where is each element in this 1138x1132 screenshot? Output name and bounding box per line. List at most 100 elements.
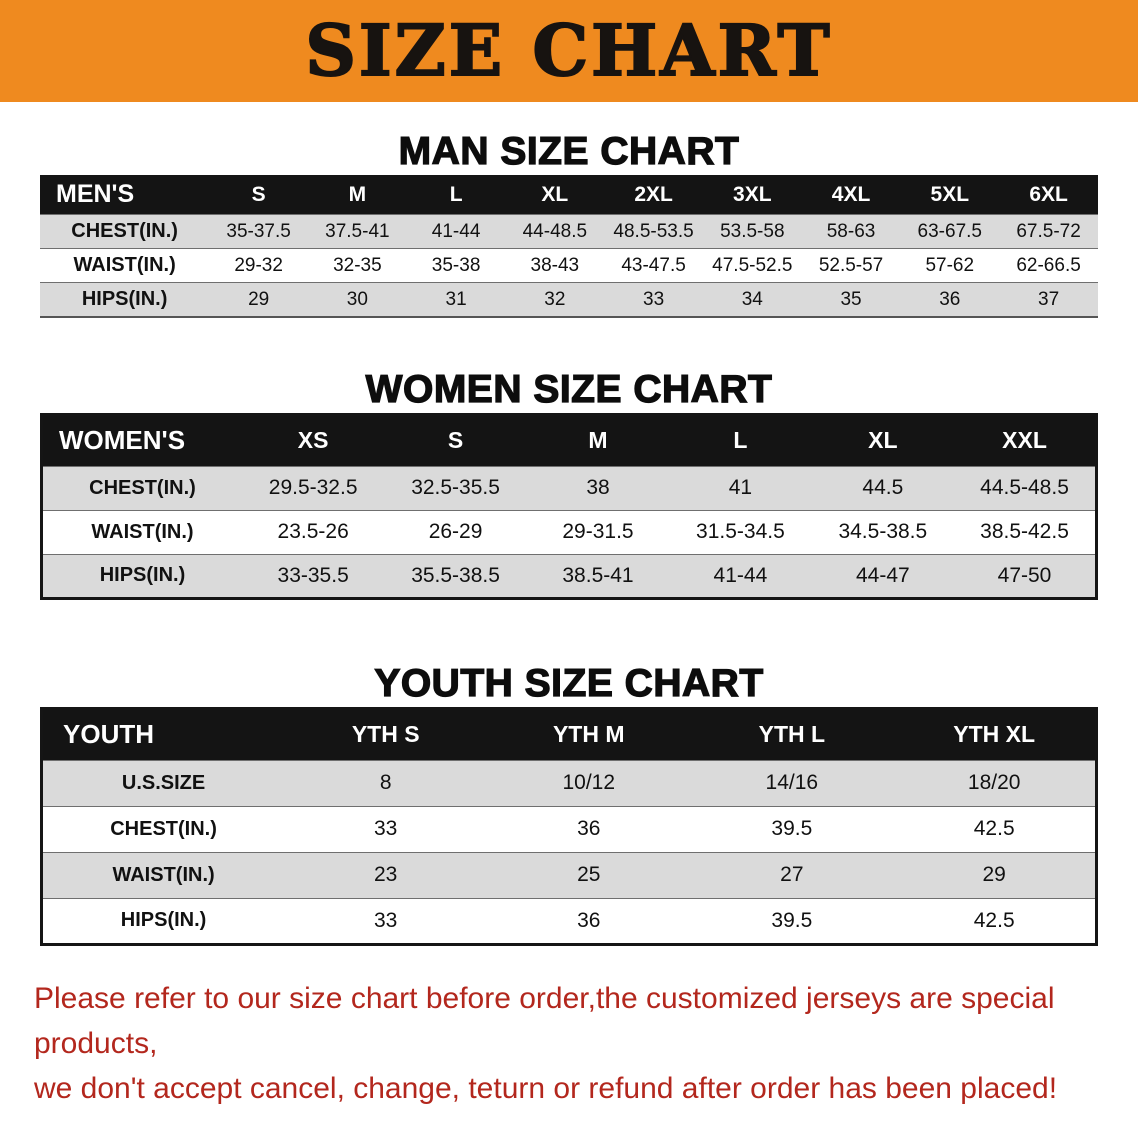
size-value-cell: 35-38 [406, 248, 506, 283]
size-value-cell: 29-32 [209, 248, 308, 283]
size-value-cell: 34 [702, 282, 802, 317]
size-value-cell: 57-62 [900, 248, 1000, 283]
table-row: HIPS(IN.) 33 36 39.5 42.5 [41, 897, 1097, 945]
banner: SIZE CHART [0, 0, 1138, 102]
size-value-cell: 27 [690, 851, 894, 899]
size-column-header: XL [811, 414, 955, 467]
table-row: HIPS(IN.) 29 30 31 32 33 34 35 36 37 [40, 282, 1098, 317]
size-column-header: 5XL [900, 174, 1000, 215]
size-value-cell: 36 [487, 805, 691, 853]
size-column-header: M [526, 414, 670, 467]
table-row: WAIST(IN.) 23 25 27 29 [41, 851, 1097, 899]
size-column-header: 2XL [604, 174, 703, 215]
row-label: WAIST(IN.) [41, 851, 285, 899]
table-title-cell: YOUTH [41, 708, 285, 761]
size-value-cell: 38-43 [505, 248, 605, 283]
size-value-cell: 42.5 [893, 897, 1097, 945]
size-value-cell: 42.5 [893, 805, 1097, 853]
size-value-cell: 33 [284, 897, 488, 945]
size-column-header: 6XL [999, 174, 1098, 215]
size-value-cell: 41 [669, 465, 812, 511]
size-value-cell: 44.5 [811, 465, 955, 511]
table-header-row: MEN'S S M L XL 2XL 3XL 4XL 5XL 6XL [40, 174, 1098, 215]
size-value-cell: 41-44 [669, 553, 812, 599]
table-row: CHEST(IN.) 29.5-32.5 32.5-35.5 38 41 44.5 44.5… [41, 465, 1097, 511]
row-label: HIPS(IN.) [41, 897, 285, 945]
row-label: CHEST(IN.) [41, 805, 285, 853]
size-column-header: L [406, 174, 506, 215]
table-row: WAIST(IN.) 29-32 32-35 35-38 38-43 43-47.5 47.… [40, 248, 1098, 283]
size-value-cell: 8 [284, 759, 488, 807]
size-value-cell: 36 [487, 897, 691, 945]
disclaimer-line-1: Please refer to our size chart before or… [34, 981, 1055, 1060]
size-value-cell: 47.5-52.5 [702, 248, 802, 283]
size-value-cell: 31.5-34.5 [669, 509, 812, 555]
table-row: U.S.SIZE 8 10/12 14/16 18/20 [41, 759, 1097, 807]
size-column-header: 3XL [702, 174, 802, 215]
size-value-cell: 33-35.5 [241, 553, 385, 599]
disclaimer-line-2: we don't accept cancel, change, teturn o… [34, 1071, 1058, 1105]
size-value-cell: 32 [505, 282, 605, 317]
table-header-row: WOMEN'S XS S M L XL XXL [41, 414, 1097, 467]
size-value-cell: 44-48.5 [505, 214, 605, 249]
size-value-cell: 48.5-53.5 [604, 214, 703, 249]
row-label: CHEST(IN.) [41, 465, 242, 511]
size-column-header: S [209, 174, 308, 215]
size-value-cell: 53.5-58 [702, 214, 802, 249]
size-value-cell: 35 [801, 282, 901, 317]
size-value-cell: 52.5-57 [801, 248, 901, 283]
size-value-cell: 32-35 [308, 248, 407, 283]
row-label: HIPS(IN.) [41, 553, 242, 599]
size-value-cell: 31 [406, 282, 506, 317]
size-value-cell: 29-31.5 [526, 509, 670, 555]
size-value-cell: 39.5 [690, 805, 894, 853]
women-size-table: WOMEN'S XS S M L XL XXL CHEST(IN.) 29.5-32.5 32.5… [40, 412, 1098, 600]
size-value-cell: 23 [284, 851, 488, 899]
section-heading-youth: YOUTH SIZE CHART [374, 661, 764, 705]
size-value-cell: 44-47 [811, 553, 955, 599]
size-column-header: M [308, 174, 407, 215]
size-column-header: YTH M [487, 708, 691, 761]
size-value-cell: 37 [999, 282, 1098, 317]
size-value-cell: 34.5-38.5 [811, 509, 955, 555]
section-heading-women: WOMEN SIZE CHART [365, 367, 773, 411]
row-label: WAIST(IN.) [41, 509, 242, 555]
row-label: CHEST(IN.) [40, 214, 210, 249]
size-column-header: XS [241, 414, 385, 467]
section-heading-men: MAN SIZE CHART [398, 129, 740, 173]
size-column-header: YTH L [690, 708, 894, 761]
size-column-header: 4XL [801, 174, 901, 215]
table-row: HIPS(IN.) 33-35.5 35.5-38.5 38.5-41 41-44 44-… [41, 553, 1097, 599]
page-title: SIZE CHART [304, 9, 833, 92]
size-value-cell: 30 [308, 282, 407, 317]
table-row: WAIST(IN.) 23.5-26 26-29 29-31.5 31.5-34.5 34… [41, 509, 1097, 555]
size-column-header: XXL [954, 414, 1097, 467]
size-value-cell: 62-66.5 [999, 248, 1098, 283]
size-value-cell: 14/16 [690, 759, 894, 807]
size-column-header: XL [505, 174, 605, 215]
size-value-cell: 38.5-41 [526, 553, 670, 599]
size-column-header: YTH S [284, 708, 488, 761]
size-value-cell: 29 [209, 282, 308, 317]
table-title-cell: MEN'S [40, 174, 210, 215]
row-label: HIPS(IN.) [40, 282, 210, 317]
size-value-cell: 63-67.5 [900, 214, 1000, 249]
youth-size-table: YOUTH YTH S YTH M YTH L YTH XL U.S.SIZE 8 10/12… [40, 706, 1098, 946]
youth-size-section: YOUTH SIZE CHART YOUTH YTH S YTH M YTH L YTH… [0, 661, 1138, 946]
size-value-cell: 32.5-35.5 [384, 465, 527, 511]
size-value-cell: 26-29 [384, 509, 527, 555]
size-column-header: L [669, 414, 812, 467]
size-column-header: S [384, 414, 527, 467]
men-size-section: MAN SIZE CHART MEN'S S M L XL 2XL 3XL 4XL 5XL 6XL… [0, 129, 1138, 318]
size-value-cell: 25 [487, 851, 691, 899]
table-row: CHEST(IN.) 33 36 39.5 42.5 [41, 805, 1097, 853]
size-value-cell: 67.5-72 [999, 214, 1098, 249]
men-size-table: MEN'S S M L XL 2XL 3XL 4XL 5XL 6XL CHEST(IN.) 35-37… [40, 174, 1098, 318]
size-value-cell: 36 [900, 282, 1000, 317]
size-value-cell: 58-63 [801, 214, 901, 249]
size-value-cell: 29 [893, 851, 1097, 899]
size-value-cell: 35-37.5 [209, 214, 308, 249]
row-label: U.S.SIZE [41, 759, 285, 807]
size-value-cell: 18/20 [893, 759, 1097, 807]
